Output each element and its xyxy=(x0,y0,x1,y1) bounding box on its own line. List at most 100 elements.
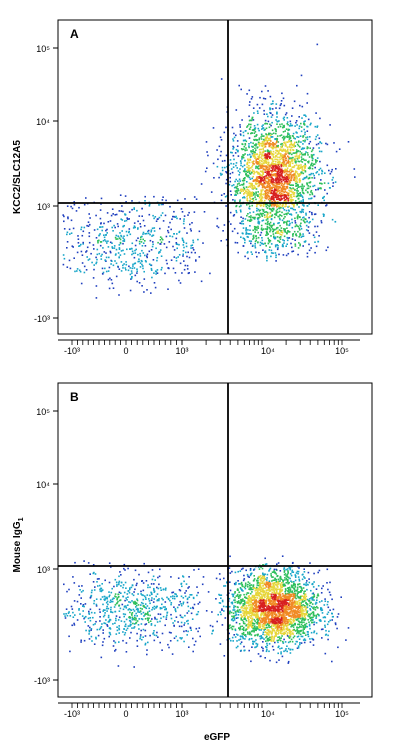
density-dot xyxy=(69,233,71,235)
density-dot xyxy=(266,170,269,173)
density-dot xyxy=(317,585,320,587)
density-dot xyxy=(269,186,271,189)
density-dot xyxy=(262,193,265,196)
density-dot xyxy=(293,635,296,637)
density-dot xyxy=(272,160,275,162)
density-dot xyxy=(294,243,297,245)
density-dot xyxy=(221,600,224,603)
density-dot xyxy=(100,197,103,200)
density-dot xyxy=(290,158,293,161)
density-dot xyxy=(306,598,309,601)
density-dot xyxy=(281,630,283,632)
density-dot xyxy=(253,129,255,131)
density-dot xyxy=(304,131,306,134)
density-dot xyxy=(302,158,305,160)
density-dot xyxy=(263,590,266,593)
density-dot xyxy=(129,248,131,250)
density-dot xyxy=(248,123,250,126)
density-dot xyxy=(274,164,277,167)
density-dot xyxy=(280,181,283,183)
density-dot xyxy=(266,255,268,257)
density-dot xyxy=(277,156,279,159)
density-dot xyxy=(128,231,130,234)
density-dot xyxy=(248,89,251,92)
density-dot xyxy=(319,167,322,170)
density-dot xyxy=(269,134,272,137)
density-dot xyxy=(245,608,248,610)
density-dot xyxy=(303,123,305,125)
density-dot xyxy=(290,198,292,201)
density-dot xyxy=(260,183,263,186)
density-dot xyxy=(301,208,303,211)
density-dot xyxy=(280,165,283,168)
density-dot xyxy=(245,593,248,596)
density-dot xyxy=(238,611,240,613)
density-dot xyxy=(179,282,182,284)
density-dot xyxy=(303,147,306,150)
density-dot xyxy=(269,221,272,224)
density-dot xyxy=(263,203,265,206)
density-dot xyxy=(110,263,112,265)
density-dot xyxy=(284,641,287,643)
density-dot xyxy=(274,166,277,169)
density-dot xyxy=(142,219,145,222)
density-dot xyxy=(159,249,162,251)
density-dot xyxy=(292,170,294,173)
density-dot xyxy=(159,227,161,230)
density-dot xyxy=(247,186,250,188)
density-dot xyxy=(251,194,253,196)
density-dot xyxy=(250,215,252,217)
density-dot xyxy=(249,182,251,185)
density-dot xyxy=(254,625,256,627)
density-dot xyxy=(225,238,228,241)
density-dot xyxy=(289,161,292,163)
density-dot xyxy=(134,262,137,264)
density-dot xyxy=(289,632,291,635)
density-dot xyxy=(316,125,319,127)
density-dot xyxy=(255,194,257,196)
density-dot xyxy=(182,255,184,257)
density-dot xyxy=(310,189,313,192)
density-dot xyxy=(277,627,279,629)
density-dot xyxy=(241,165,244,168)
density-dot xyxy=(237,155,240,157)
density-dot xyxy=(259,598,262,600)
density-dot xyxy=(251,172,253,174)
density-dot xyxy=(265,162,267,164)
density-dot xyxy=(258,159,261,162)
density-dot xyxy=(246,166,248,168)
density-dot xyxy=(298,175,300,177)
density-dot xyxy=(268,153,271,156)
density-dot xyxy=(242,186,245,189)
density-dot xyxy=(287,128,290,131)
density-dot xyxy=(103,251,106,253)
density-dot xyxy=(67,216,69,218)
density-dot xyxy=(63,228,66,230)
density-dot xyxy=(148,213,151,216)
density-dot xyxy=(240,606,242,609)
density-dot xyxy=(295,151,297,154)
density-dot xyxy=(299,224,301,227)
density-dot xyxy=(173,256,176,258)
density-dot xyxy=(261,242,263,245)
density-dot xyxy=(231,602,234,605)
density-dot xyxy=(288,237,291,239)
density-dot xyxy=(283,627,285,630)
density-dot xyxy=(263,162,265,165)
density-dot xyxy=(285,605,288,607)
density-dot xyxy=(274,600,276,603)
density-dot xyxy=(315,189,317,191)
density-dot xyxy=(68,259,71,262)
density-dot xyxy=(275,254,277,256)
density-dot xyxy=(293,164,296,167)
density-dot xyxy=(288,220,290,223)
density-dot xyxy=(286,608,289,611)
density-dot xyxy=(313,593,315,596)
density-dot xyxy=(269,176,272,178)
density-dot xyxy=(310,122,312,125)
density-dot xyxy=(277,170,280,172)
density-dot xyxy=(282,125,285,127)
density-dot xyxy=(265,591,268,593)
density-dot xyxy=(297,576,300,578)
density-dot xyxy=(288,165,290,167)
